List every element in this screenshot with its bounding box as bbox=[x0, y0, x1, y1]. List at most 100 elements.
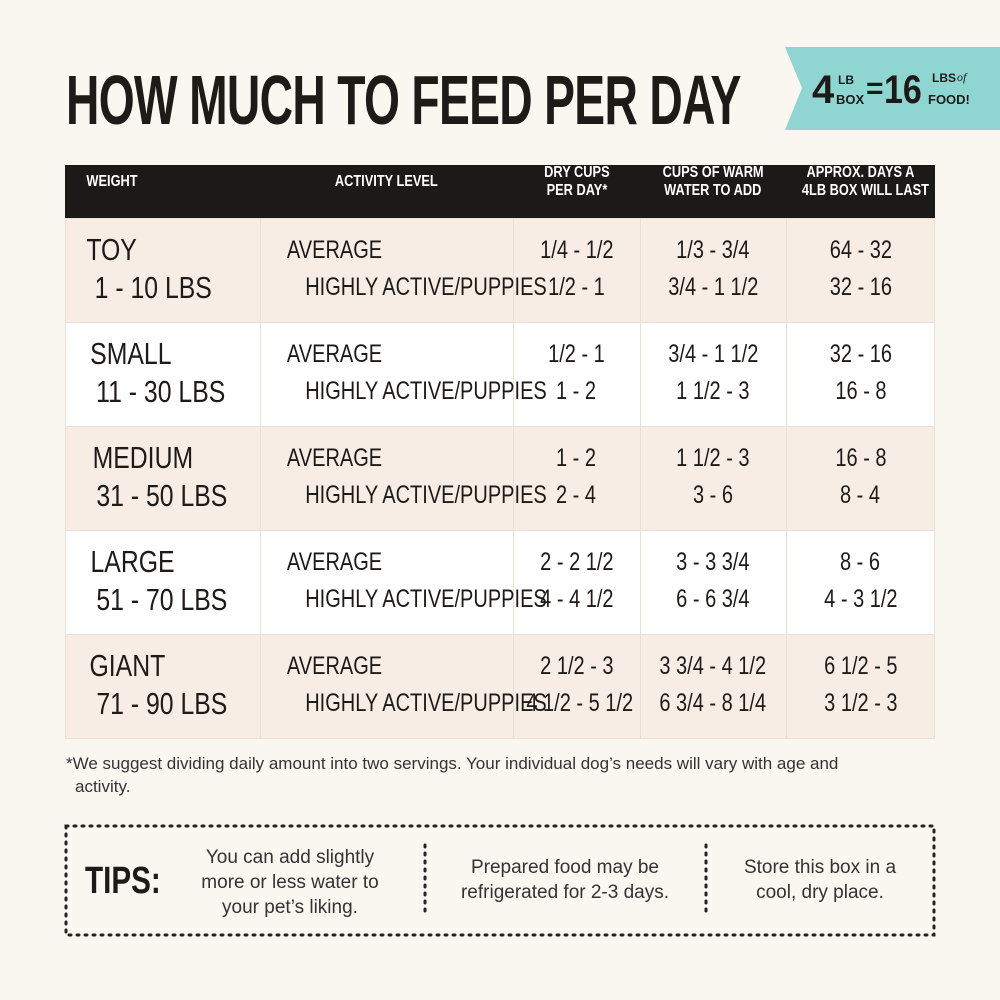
tip: Prepared food may be refrigerated for 2-… bbox=[460, 857, 670, 903]
weight-range-text: 11 - 30 LBS bbox=[96, 374, 226, 409]
weight-size: GIANT bbox=[80, 649, 175, 683]
days-last: 32 - 16 bbox=[786, 272, 935, 302]
tip: Store this box in a cool, dry place. bbox=[743, 857, 897, 903]
weight-size-text: MEDIUM bbox=[92, 440, 194, 475]
column-header-text: CUPS OF WARM bbox=[662, 164, 764, 181]
dry-cups-text: 1 - 2 bbox=[556, 444, 597, 472]
weight-range-text: 31 - 50 LBS bbox=[96, 478, 228, 513]
cell-border bbox=[513, 322, 514, 426]
weight-size: LARGE bbox=[80, 545, 185, 579]
cell-border bbox=[786, 322, 787, 426]
weight-range: 11 - 30 LBS bbox=[80, 375, 241, 409]
dry-cups: 4 - 4 1/2 bbox=[513, 584, 640, 614]
days-last: 8 - 4 bbox=[786, 480, 935, 510]
dry-cups: 2 1/2 - 3 bbox=[513, 651, 640, 681]
badge-unit: FOOD! bbox=[928, 92, 970, 107]
dry-cups-text: 4 1/2 - 5 1/2 bbox=[526, 689, 634, 717]
weight-size-text: SMALL bbox=[90, 336, 172, 371]
cell-border bbox=[640, 426, 641, 530]
water-cups: 3 - 6 bbox=[640, 480, 786, 510]
column-header: APPROX. DAYS A bbox=[786, 164, 935, 182]
column-header-text: 4LB BOX WILL LAST bbox=[801, 182, 929, 199]
weight-range-text: 1 - 10 LBS bbox=[94, 270, 212, 305]
cell-border bbox=[260, 322, 261, 426]
days-last-text: 4 - 3 1/2 bbox=[823, 585, 898, 613]
weight-size: TOY bbox=[80, 233, 143, 267]
activity-level-text: AVERAGE bbox=[286, 236, 383, 264]
column-header: WATER TO ADD bbox=[640, 182, 786, 200]
days-last: 16 - 8 bbox=[786, 443, 935, 473]
cell-border bbox=[640, 530, 641, 634]
days-last: 6 1/2 - 5 bbox=[786, 651, 935, 681]
water-cups-text: 3/4 - 1 1/2 bbox=[667, 273, 759, 301]
dry-cups-text: 2 - 2 1/2 bbox=[539, 548, 614, 576]
badge-unit: LB bbox=[838, 73, 854, 87]
cell-border bbox=[640, 634, 641, 738]
water-cups-text: 3 - 6 bbox=[692, 481, 734, 509]
days-last-text: 3 1/2 - 3 bbox=[823, 689, 898, 717]
dry-cups: 2 - 4 bbox=[513, 480, 640, 510]
activity-level-text: HIGHLY ACTIVE/PUPPIES bbox=[305, 585, 547, 613]
water-cups-text: 6 - 6 3/4 bbox=[676, 585, 750, 613]
days-last-text: 6 1/2 - 5 bbox=[823, 652, 898, 680]
water-cups: 6 - 6 3/4 bbox=[640, 584, 786, 614]
badge-equals: = bbox=[866, 72, 884, 105]
cell-border bbox=[513, 530, 514, 634]
water-cups-text: 3/4 - 1 1/2 bbox=[667, 340, 759, 368]
cell-border bbox=[260, 426, 261, 530]
activity-level: AVERAGE bbox=[275, 651, 394, 681]
water-cups: 1 1/2 - 3 bbox=[640, 443, 786, 473]
activity-level: AVERAGE bbox=[275, 547, 394, 577]
weight-range: 51 - 70 LBS bbox=[80, 583, 244, 617]
activity-level-text: HIGHLY ACTIVE/PUPPIES bbox=[305, 273, 547, 301]
days-last: 8 - 6 bbox=[786, 547, 935, 577]
activity-level-text: HIGHLY ACTIVE/PUPPIES bbox=[305, 377, 547, 405]
water-cups-text: 1 1/2 - 3 bbox=[676, 377, 750, 405]
cell-border bbox=[786, 426, 787, 530]
dry-cups-text: 1 - 2 bbox=[556, 377, 597, 405]
badge-amount: 4 bbox=[812, 68, 835, 112]
cell-border bbox=[786, 218, 787, 322]
column-header: CUPS OF WARM bbox=[640, 164, 786, 182]
cell-border bbox=[513, 634, 514, 738]
column-header-text: DRY CUPS bbox=[543, 164, 610, 181]
badge-unit: BOX bbox=[836, 92, 865, 107]
activity-level: AVERAGE bbox=[275, 339, 394, 369]
cell-border bbox=[513, 218, 514, 322]
dry-cups: 2 - 2 1/2 bbox=[513, 547, 640, 577]
water-cups-text: 1/3 - 3/4 bbox=[676, 236, 750, 264]
days-last-text: 8 - 4 bbox=[840, 481, 881, 509]
activity-level-text: HIGHLY ACTIVE/PUPPIES bbox=[305, 689, 547, 717]
cell-border bbox=[786, 634, 787, 738]
column-header-text: WATER TO ADD bbox=[664, 182, 762, 199]
activity-level: AVERAGE bbox=[275, 235, 394, 265]
days-last: 64 - 32 bbox=[786, 235, 935, 265]
days-last-text: 64 - 32 bbox=[829, 236, 892, 264]
weight-size-text: GIANT bbox=[89, 648, 166, 683]
water-cups: 6 3/4 - 8 1/4 bbox=[640, 688, 786, 718]
water-cups-text: 1 1/2 - 3 bbox=[676, 444, 750, 472]
weight-range: 1 - 10 LBS bbox=[80, 271, 226, 305]
dry-cups-text: 1/4 - 1/2 bbox=[539, 236, 614, 264]
cell-border bbox=[640, 322, 641, 426]
dry-cups: 1 - 2 bbox=[513, 443, 640, 473]
footnote: *We suggest dividing daily amount into t… bbox=[66, 754, 839, 796]
days-last: 4 - 3 1/2 bbox=[786, 584, 935, 614]
dry-cups: 1/4 - 1/2 bbox=[513, 235, 640, 265]
weight-range: 31 - 50 LBS bbox=[80, 479, 244, 513]
cell-border bbox=[260, 218, 261, 322]
table-row bbox=[65, 634, 935, 739]
column-header: DRY CUPS bbox=[513, 164, 640, 182]
column-header: PER DAY* bbox=[513, 182, 640, 200]
cell-border bbox=[786, 530, 787, 634]
activity-level: HIGHLY ACTIVE/PUPPIES bbox=[275, 272, 577, 302]
badge-result: 16 bbox=[884, 68, 922, 112]
activity-level-text: HIGHLY ACTIVE/PUPPIES bbox=[305, 481, 547, 509]
activity-level: HIGHLY ACTIVE/PUPPIES bbox=[275, 688, 577, 718]
column-header-text: ACTIVITY LEVEL bbox=[335, 173, 438, 190]
weight-size: SMALL bbox=[80, 337, 182, 371]
weight-range-text: 51 - 70 LBS bbox=[96, 582, 228, 617]
activity-level: AVERAGE bbox=[275, 443, 394, 473]
cell-border bbox=[640, 218, 641, 322]
